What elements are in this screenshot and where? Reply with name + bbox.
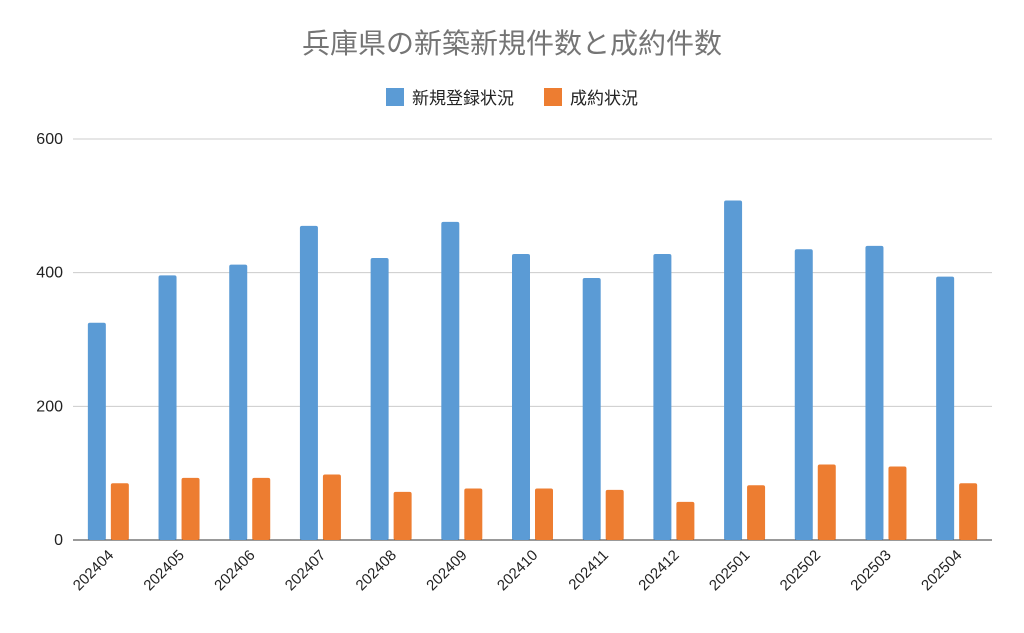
bar-new-registrations bbox=[936, 276, 955, 540]
legend-label-new-registrations: 新規登録状況 bbox=[412, 89, 514, 109]
x-tick-label: 202503 bbox=[847, 547, 894, 594]
y-tick-label: 0 bbox=[54, 532, 63, 549]
bar-new-registrations bbox=[87, 322, 106, 540]
legend-item-contracts: 成約状況 bbox=[544, 84, 638, 109]
bar-contracts bbox=[110, 483, 129, 540]
x-tick-label: 202411 bbox=[565, 547, 612, 594]
y-tick-label: 200 bbox=[36, 398, 63, 415]
bar-contracts bbox=[535, 488, 553, 540]
bar-contracts bbox=[322, 474, 341, 540]
bar-new-registrations bbox=[441, 221, 460, 540]
x-tick-label: 202410 bbox=[494, 547, 541, 594]
bar-contracts bbox=[888, 466, 907, 540]
bar-new-registrations bbox=[724, 200, 743, 540]
legend-label-contracts: 成約状況 bbox=[570, 89, 638, 109]
bar-contracts bbox=[817, 464, 836, 540]
bar-new-registrations bbox=[370, 257, 389, 540]
bar-new-registrations bbox=[582, 278, 601, 540]
legend-swatch-contracts bbox=[544, 87, 562, 106]
bar-contracts bbox=[393, 491, 412, 540]
bar-new-registrations bbox=[229, 264, 248, 540]
bar-contracts bbox=[252, 477, 271, 540]
x-tick-label: 202408 bbox=[353, 547, 400, 594]
x-tick-label: 202406 bbox=[211, 547, 258, 594]
x-tick-label: 202405 bbox=[140, 547, 187, 594]
x-tick-label: 202504 bbox=[918, 547, 965, 594]
bar-contracts bbox=[676, 501, 695, 540]
bar-contracts bbox=[181, 477, 200, 540]
legend: 新規登録状況 成約状況 bbox=[0, 84, 1024, 109]
bar-contracts bbox=[747, 485, 766, 540]
chart-title: 兵庫県の新築新規件数と成約件数 bbox=[301, 27, 722, 60]
x-tick-label: 202404 bbox=[70, 547, 117, 594]
bar-contracts bbox=[959, 483, 978, 540]
x-tick-label: 202501 bbox=[706, 547, 753, 594]
bar-new-registrations bbox=[299, 225, 318, 540]
x-tick-label: 202407 bbox=[282, 547, 329, 594]
bar-new-registrations bbox=[653, 253, 672, 540]
legend-item-new-registrations: 新規登録状況 bbox=[386, 84, 514, 109]
bar-contracts bbox=[605, 489, 624, 540]
x-tick-label: 202502 bbox=[777, 547, 824, 594]
x-tick-label: 202409 bbox=[423, 547, 470, 594]
bar-new-registrations bbox=[512, 253, 530, 540]
bar-new-registrations bbox=[794, 249, 813, 540]
bar-new-registrations bbox=[158, 275, 177, 540]
y-tick-label: 600 bbox=[36, 131, 63, 148]
legend-swatch-new-registrations bbox=[386, 87, 404, 106]
bar-new-registrations bbox=[865, 245, 884, 540]
bar-contracts bbox=[464, 488, 483, 540]
y-tick-label: 400 bbox=[36, 265, 63, 282]
x-tick-label: 202412 bbox=[635, 547, 682, 594]
